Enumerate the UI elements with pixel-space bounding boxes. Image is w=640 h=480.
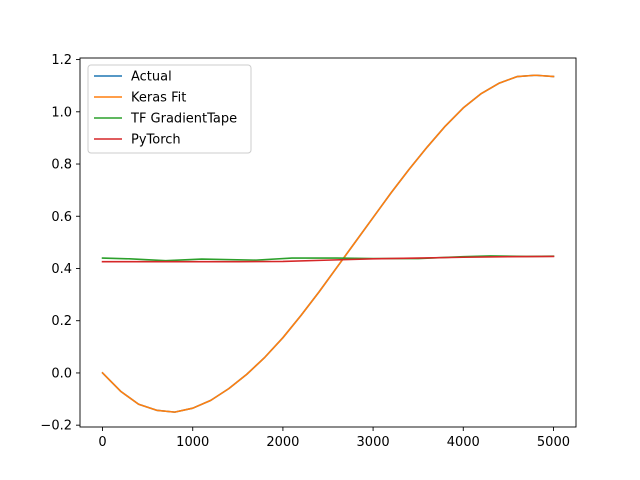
x-tick-label: 2000 [266, 435, 299, 450]
x-tick-label: 1000 [176, 435, 209, 450]
series-layer [101, 74, 555, 413]
y-tick-label: 0.2 [51, 314, 72, 329]
x-tick-label: 4000 [447, 435, 480, 450]
y-tick-label: −0.2 [40, 419, 72, 434]
y-tick-label: 1.0 [51, 105, 72, 120]
y-tick-label: 0.0 [51, 366, 72, 381]
legend-label-3: PyTorch [131, 133, 181, 148]
x-tick-label: 3000 [357, 435, 390, 450]
legend-label-1: Keras Fit [131, 91, 186, 106]
legend-box [87, 64, 252, 154]
legend: Actual Keras Fit TF GradientTape PyTorch [87, 64, 252, 154]
y-tick-label: 0.6 [51, 210, 72, 225]
series-line-2 [101, 255, 555, 262]
y-tick-label: 1.2 [51, 53, 72, 68]
x-tick-label: 5000 [537, 435, 570, 450]
y-tick-label: 0.8 [51, 158, 72, 173]
plot-frame [79, 57, 577, 428]
y-tick-label: 0.4 [51, 262, 72, 277]
x-tick-label: 0 [98, 435, 106, 450]
legend-label-2: TF GradientTape [130, 112, 237, 127]
legend-label-0: Actual [131, 70, 172, 85]
axes-layer: 0 1000 2000 3000 4000 5000 −0.2 0.0 0.2 0.4 0.6 0.8… [40, 53, 577, 450]
series-line-1 [101, 74, 555, 413]
series-line-3 [101, 255, 555, 263]
